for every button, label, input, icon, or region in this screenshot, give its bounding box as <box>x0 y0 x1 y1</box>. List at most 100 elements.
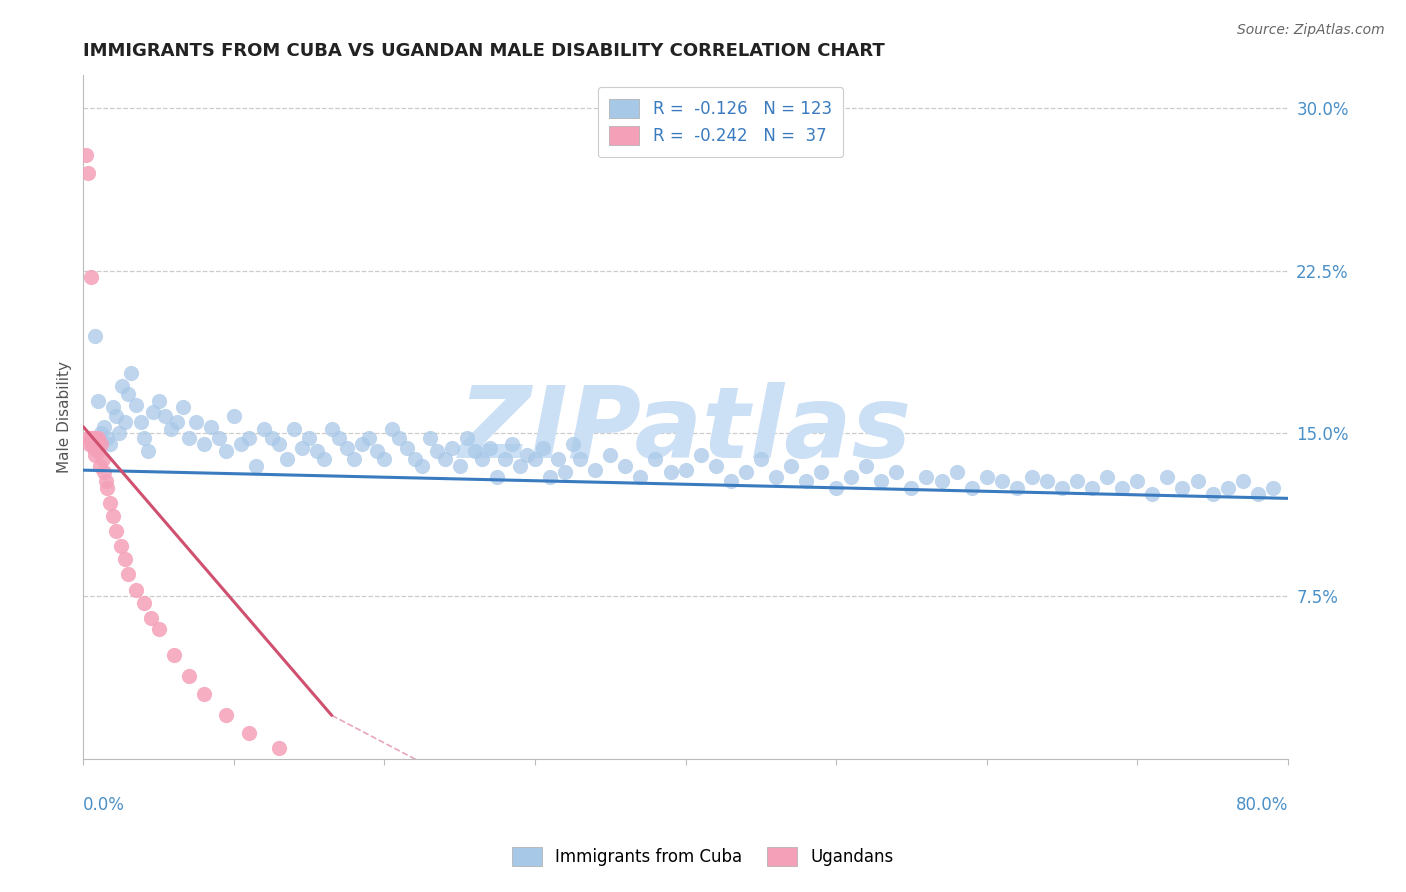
Point <box>87 393 110 408</box>
Point <box>1005 481 1028 495</box>
Point <box>794 474 817 488</box>
Point <box>945 466 967 480</box>
Point <box>142 404 165 418</box>
Point <box>100 437 122 451</box>
Text: ZIPatlas: ZIPatlas <box>458 382 912 479</box>
Point <box>501 437 523 451</box>
Point <box>132 595 155 609</box>
Point <box>411 458 433 473</box>
Point <box>538 469 561 483</box>
Point <box>456 431 478 445</box>
Point <box>125 582 148 597</box>
Point <box>105 409 128 423</box>
Point <box>276 452 298 467</box>
Point <box>83 442 105 456</box>
Point <box>1142 487 1164 501</box>
Point <box>547 452 569 467</box>
Point <box>136 443 159 458</box>
Point <box>1111 481 1133 495</box>
Point <box>478 442 501 456</box>
Point <box>82 431 104 445</box>
Point <box>96 481 118 495</box>
Point <box>659 466 682 480</box>
Text: IMMIGRANTS FROM CUBA VS UGANDAN MALE DISABILITY CORRELATION CHART: IMMIGRANTS FROM CUBA VS UGANDAN MALE DIS… <box>83 42 884 60</box>
Point <box>84 328 107 343</box>
Point <box>614 458 637 473</box>
Point <box>734 466 756 480</box>
Point <box>388 431 411 445</box>
Point <box>166 416 188 430</box>
Point <box>177 431 200 445</box>
Point <box>404 452 426 467</box>
Point <box>121 366 143 380</box>
Point <box>93 419 115 434</box>
Point <box>291 442 314 456</box>
Point <box>238 725 260 739</box>
Legend: R =  -0.126   N = 123, R =  -0.242   N =  37: R = -0.126 N = 123, R = -0.242 N = 37 <box>598 87 844 157</box>
Point <box>1021 469 1043 483</box>
Text: 80.0%: 80.0% <box>1236 797 1288 814</box>
Point <box>855 458 877 473</box>
Point <box>193 687 215 701</box>
Point <box>426 443 449 458</box>
Point <box>94 474 117 488</box>
Point <box>960 481 983 495</box>
Point <box>267 740 290 755</box>
Point <box>328 431 350 445</box>
Point <box>162 648 184 662</box>
Point <box>373 452 395 467</box>
Point <box>1216 481 1239 495</box>
Point <box>1095 469 1118 483</box>
Point <box>839 469 862 483</box>
Point <box>1036 474 1059 488</box>
Point <box>583 463 606 477</box>
Point <box>283 422 305 436</box>
Point <box>561 437 583 451</box>
Point <box>84 431 107 445</box>
Point <box>125 398 148 412</box>
Point <box>108 426 131 441</box>
Point <box>720 474 742 488</box>
Point <box>114 416 136 430</box>
Point <box>749 452 772 467</box>
Point <box>222 409 245 423</box>
Point <box>886 466 908 480</box>
Point <box>1081 481 1104 495</box>
Legend: Immigrants from Cuba, Ugandans: Immigrants from Cuba, Ugandans <box>505 840 901 873</box>
Point <box>976 469 998 483</box>
Point <box>509 458 531 473</box>
Point <box>186 416 208 430</box>
Point <box>689 448 711 462</box>
Point <box>153 409 176 423</box>
Point <box>449 458 471 473</box>
Point <box>305 443 328 458</box>
Point <box>1247 487 1270 501</box>
Point <box>177 669 200 683</box>
Point <box>441 442 464 456</box>
Point <box>1050 481 1073 495</box>
Point <box>1066 474 1088 488</box>
Point <box>159 422 181 436</box>
Point <box>569 452 592 467</box>
Point <box>486 469 509 483</box>
Y-axis label: Male Disability: Male Disability <box>58 361 72 473</box>
Point <box>870 474 893 488</box>
Point <box>464 443 486 458</box>
Point <box>114 552 136 566</box>
Point <box>80 270 103 285</box>
Point <box>139 611 162 625</box>
Point <box>780 458 803 473</box>
Point <box>931 474 953 488</box>
Point <box>80 433 103 447</box>
Point <box>93 466 115 480</box>
Point <box>103 508 125 523</box>
Point <box>494 452 516 467</box>
Point <box>765 469 787 483</box>
Point <box>516 448 538 462</box>
Point <box>79 437 101 451</box>
Point <box>117 567 139 582</box>
Point <box>900 481 922 495</box>
Point <box>359 431 381 445</box>
Point <box>208 431 231 445</box>
Point <box>100 496 122 510</box>
